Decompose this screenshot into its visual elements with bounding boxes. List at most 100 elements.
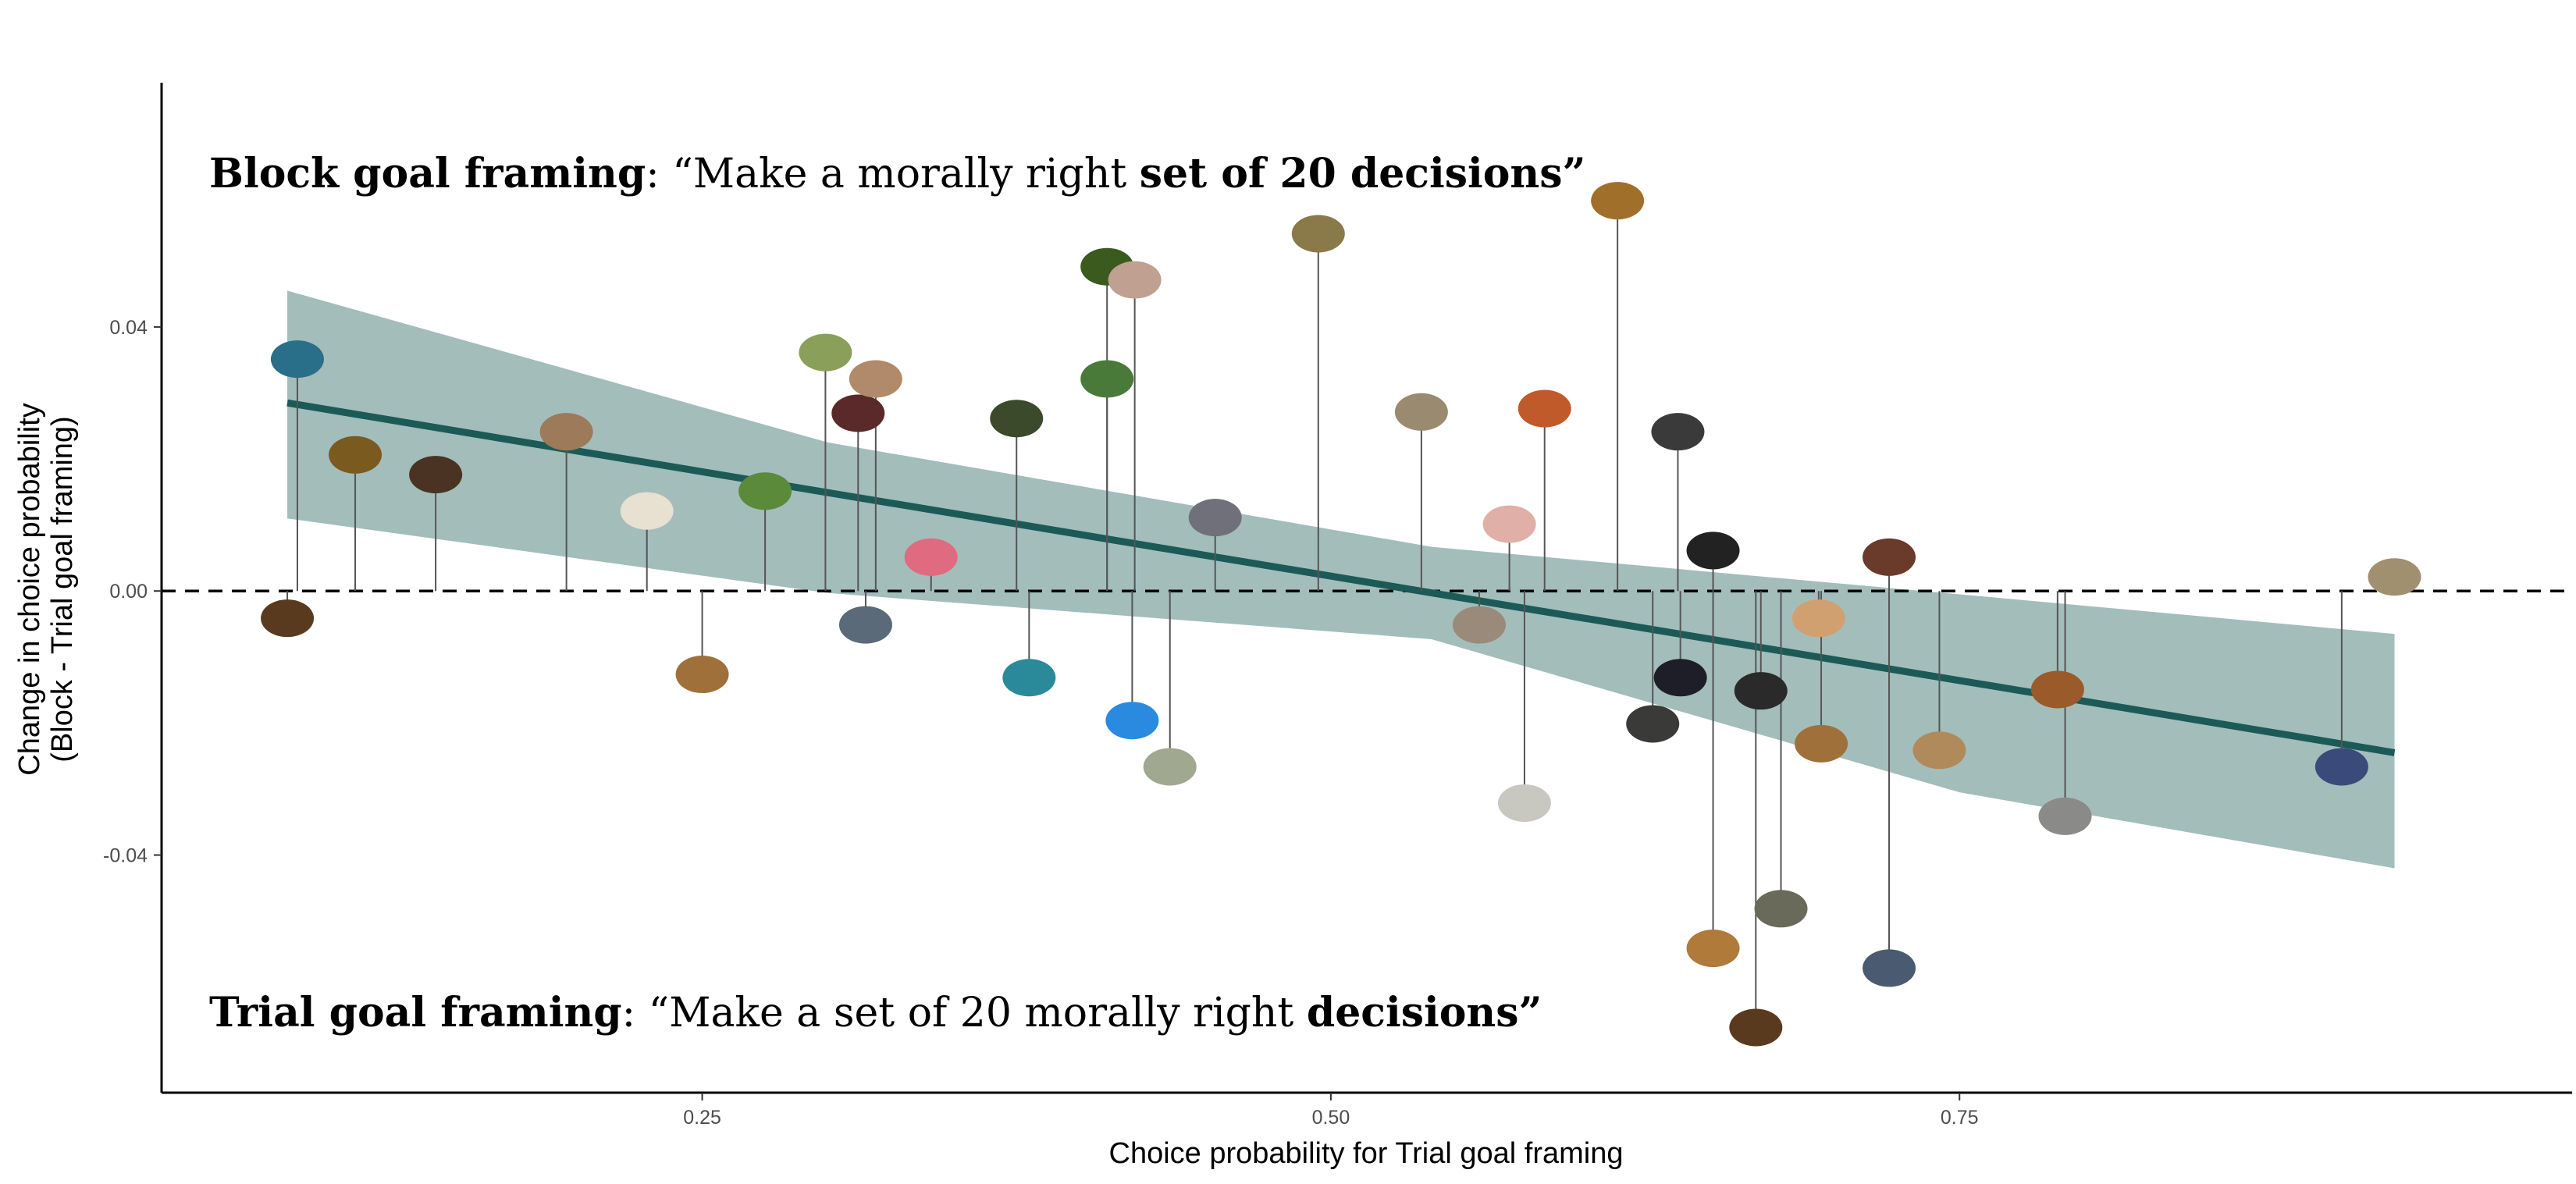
anno-seg: set of 20 decisions: [1140, 150, 1563, 197]
data-point: [1188, 499, 1242, 537]
data-point: [1729, 1008, 1783, 1047]
data-point: [1863, 538, 1916, 576]
x-axis-ticks: 0.25 0.50 0.75: [683, 1093, 1979, 1129]
data-point: [1795, 724, 1848, 763]
x-axis-label: Choice probability for Trial goal framin…: [1109, 1137, 1624, 1170]
woman-icon: [2368, 558, 2421, 596]
data-point: [270, 340, 324, 379]
data-point: [1452, 606, 1506, 644]
data-point: [2368, 558, 2421, 596]
chicken-icon: [1591, 182, 1645, 220]
cow-icon: [1863, 538, 1916, 576]
lion-icon: [1686, 930, 1740, 968]
data-point: [831, 394, 885, 432]
data-point: [904, 538, 958, 576]
anno-seg: Block goal framing: [209, 150, 646, 197]
y-axis-ticks: 0.04 0.00 -0.04: [103, 317, 162, 867]
snail-icon: [675, 656, 729, 694]
frog-icon: [799, 333, 852, 372]
anno-seg: decisions: [1307, 989, 1519, 1036]
data-point: [2314, 748, 2368, 786]
data-point: [838, 606, 892, 644]
tortoise-icon: [1394, 393, 1448, 431]
data-point: [2038, 797, 2092, 835]
fly-icon: [270, 340, 324, 379]
data-point: [675, 656, 729, 694]
data-point: [1080, 360, 1134, 398]
data-point: [1734, 672, 1788, 710]
data-point: [2030, 670, 2084, 709]
data-point: [1394, 393, 1448, 431]
cat-icon: [1791, 599, 1845, 638]
flowers-icon: [904, 538, 958, 576]
data-point: [1291, 215, 1345, 253]
horse-icon: [2030, 670, 2084, 709]
whale-icon: [1626, 705, 1680, 743]
penguin-icon: [1686, 532, 1740, 570]
worm-icon: [329, 436, 382, 474]
x-tick-label: 0.75: [1941, 1107, 1979, 1129]
cockroach-icon: [261, 599, 315, 638]
mushroom-icon: [620, 492, 674, 530]
y-tick-label: 0.00: [109, 581, 148, 603]
y-axis-label-line2: (Block - Trial goal framing): [46, 416, 79, 762]
scallop-icon: [539, 413, 593, 451]
data-point: [409, 456, 463, 494]
block-framing-annotation: Block goal framing: “Make a morally righ…: [209, 150, 1585, 197]
deer-icon: [1795, 724, 1848, 763]
spider-icon: [409, 456, 463, 494]
data-point: [1686, 930, 1740, 968]
data-point: [261, 599, 315, 638]
point-icons: [261, 182, 2421, 1047]
data-point: [990, 400, 1044, 438]
owl-icon: [1291, 215, 1345, 253]
x-tick-label: 0.50: [1312, 1107, 1350, 1129]
gerbil-icon: [849, 360, 902, 398]
chimpanzee-icon: [1734, 672, 1788, 710]
data-point: [1497, 784, 1551, 822]
anno-seg: ”: [1563, 150, 1586, 197]
data-point: [1105, 702, 1159, 740]
data-point: [1626, 705, 1680, 743]
man-icon: [2314, 748, 2368, 786]
moss-icon: [738, 472, 792, 510]
data-point: [1653, 659, 1707, 697]
sheep-icon: [1651, 413, 1705, 451]
data-point: [1002, 659, 1056, 697]
data-point: [849, 360, 902, 398]
pigeon-icon: [1188, 499, 1242, 537]
octopus-icon: [1143, 748, 1197, 786]
dolphin-icon: [1863, 949, 1916, 987]
data-point: [1651, 413, 1705, 451]
gorilla-icon: [1754, 890, 1808, 928]
fish-icon: [1108, 261, 1162, 299]
data-point: [1108, 261, 1162, 299]
conifer-icon: [990, 400, 1044, 438]
dog-icon: [1653, 659, 1707, 697]
anno-seg: : “Make a set of 20 morally right: [622, 990, 1307, 1036]
y-tick-label: 0.04: [109, 317, 148, 339]
trial-framing-annotation: Trial goal framing: “Make a set of 20 mo…: [209, 989, 1542, 1036]
data-point: [799, 333, 852, 372]
giraffe-icon: [1912, 731, 1966, 770]
elephant-icon: [2038, 797, 2092, 835]
palm-tree-icon: [1080, 360, 1134, 398]
data-point: [1791, 599, 1845, 638]
shrub-icon: [831, 394, 885, 432]
rabbit-icon: [1452, 606, 1506, 644]
bear-icon: [1729, 1008, 1783, 1047]
anno-seg: Trial goal framing: [209, 989, 622, 1036]
data-point: [620, 492, 674, 530]
data-point: [1863, 949, 1916, 987]
data-point: [1686, 532, 1740, 570]
y-tick-label: -0.04: [103, 845, 148, 867]
data-point: [539, 413, 593, 451]
anno-seg: : “Make a morally right: [646, 151, 1140, 197]
data-point: [1482, 505, 1536, 543]
x-tick-label: 0.25: [683, 1107, 721, 1129]
pig-icon: [1482, 505, 1536, 543]
data-point: [1143, 748, 1197, 786]
butterfly-icon: [1105, 702, 1159, 740]
seal-icon: [1497, 784, 1551, 822]
data-point: [1591, 182, 1645, 220]
